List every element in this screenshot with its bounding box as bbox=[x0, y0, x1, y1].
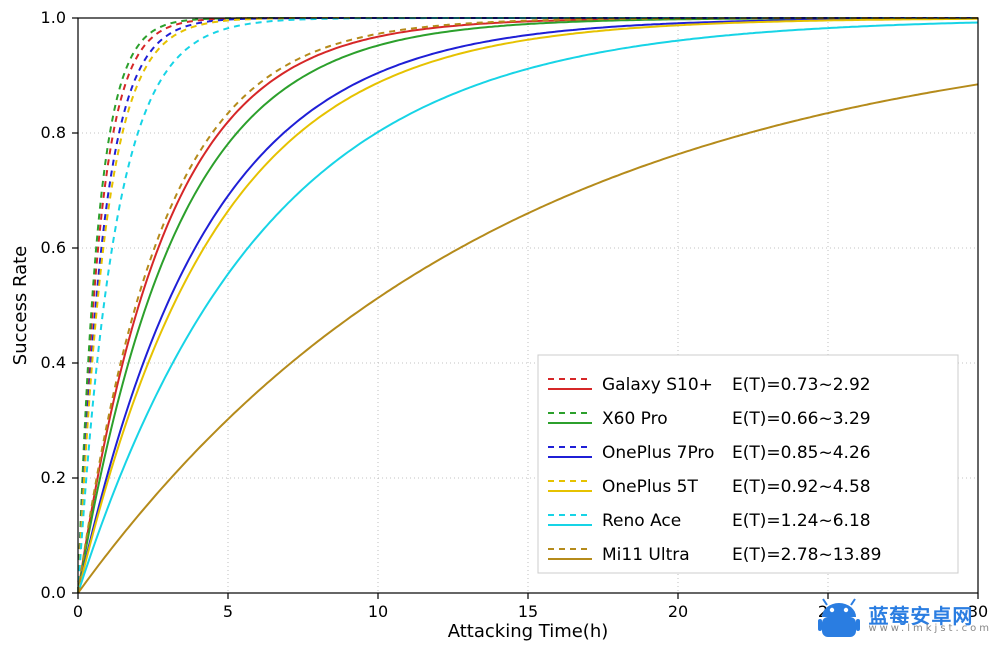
success-rate-chart: 0510152025300.00.20.40.60.81.0Attacking … bbox=[0, 0, 1000, 651]
x-axis-label: Attacking Time(h) bbox=[448, 621, 609, 642]
y-tick-label: 1.0 bbox=[41, 8, 66, 27]
legend-series-et: E(T)=0.66~3.29 bbox=[732, 409, 871, 429]
x-tick-label: 5 bbox=[223, 602, 233, 621]
y-tick-label: 0.0 bbox=[41, 583, 66, 602]
y-tick-label: 0.6 bbox=[41, 238, 66, 257]
legend-series-name: OnePlus 7Pro bbox=[602, 443, 714, 463]
x-tick-label: 20 bbox=[668, 602, 688, 621]
y-tick-label: 0.4 bbox=[41, 353, 66, 372]
legend-series-et: E(T)=0.92~4.58 bbox=[732, 477, 871, 497]
watermark: 蓝莓安卓网 www.lmkjst.com bbox=[816, 597, 992, 643]
legend-series-name: Reno Ace bbox=[602, 511, 681, 531]
legend-series-name: OnePlus 5T bbox=[602, 477, 698, 497]
legend-series-et: E(T)=2.78~13.89 bbox=[732, 545, 881, 565]
legend-series-name: Galaxy S10+ bbox=[602, 375, 713, 395]
x-tick-label: 10 bbox=[368, 602, 388, 621]
y-tick-label: 0.2 bbox=[41, 468, 66, 487]
legend-series-et: E(T)=0.85~4.26 bbox=[732, 443, 871, 463]
android-icon bbox=[816, 597, 862, 643]
watermark-sub: www.lmkjst.com bbox=[868, 624, 992, 634]
legend-series-name: X60 Pro bbox=[602, 409, 668, 429]
x-tick-label: 15 bbox=[518, 602, 538, 621]
legend-series-name: Mi11 Ultra bbox=[602, 545, 690, 565]
legend: Galaxy S10+ E(T)=0.73~2.92 X60 Pro E(T)=0.6… bbox=[538, 355, 958, 573]
legend-series-et: E(T)=1.24~6.18 bbox=[732, 511, 871, 531]
y-axis-label: Success Rate bbox=[10, 246, 31, 365]
legend-series-et: E(T)=0.73~2.92 bbox=[732, 375, 871, 395]
x-tick-label: 0 bbox=[73, 602, 83, 621]
y-tick-label: 0.8 bbox=[41, 123, 66, 142]
